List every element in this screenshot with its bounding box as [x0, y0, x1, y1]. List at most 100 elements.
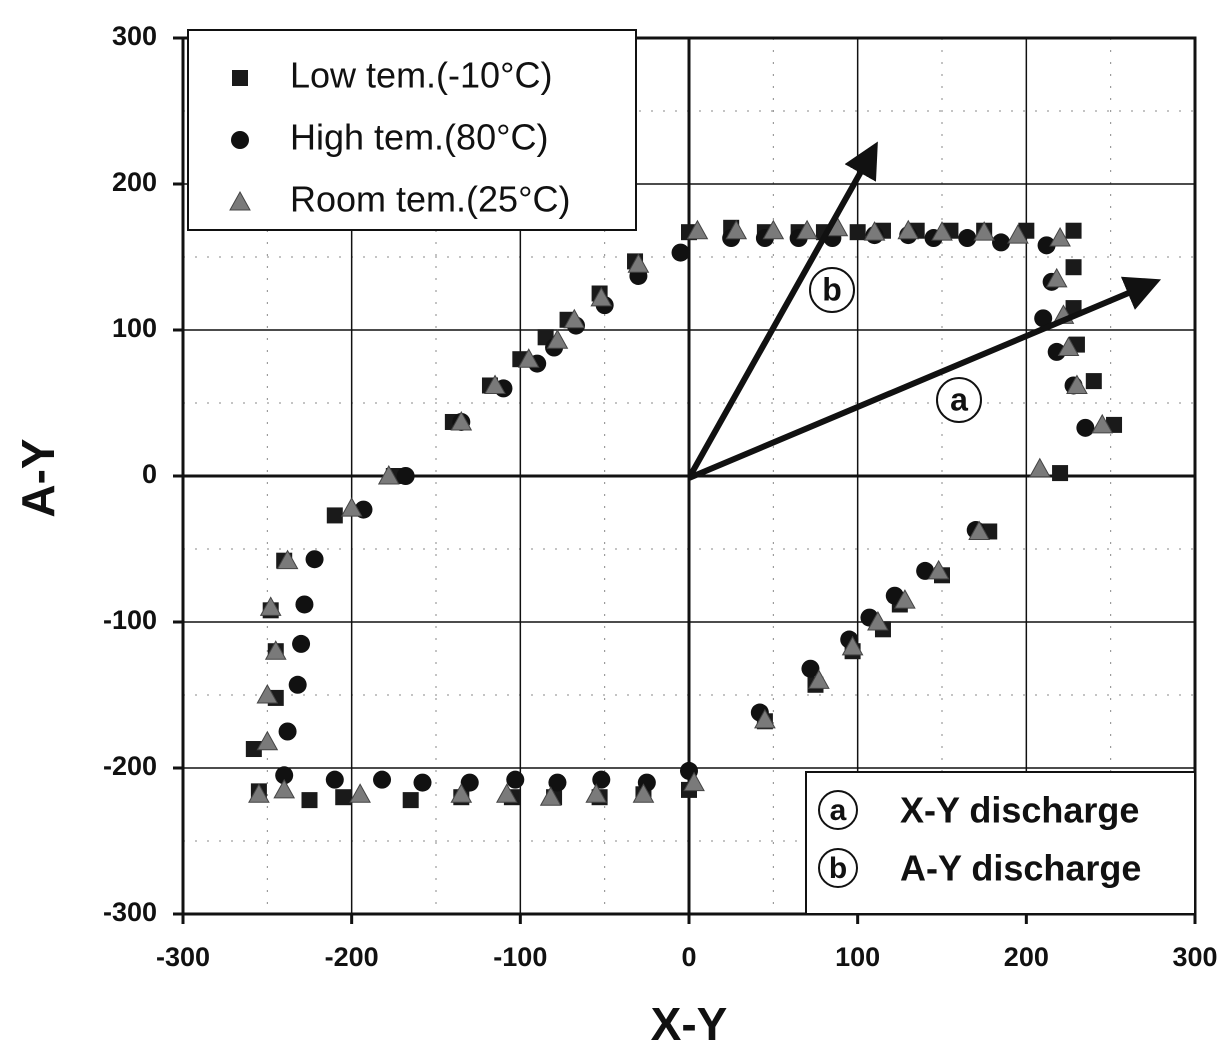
x-tick-label: -300: [156, 942, 210, 972]
point: [808, 669, 830, 689]
point: [992, 233, 1011, 252]
point: [863, 221, 886, 241]
point: [288, 675, 307, 694]
point: [264, 640, 287, 660]
point: [1057, 336, 1080, 357]
point: [897, 219, 920, 240]
key: a: [830, 794, 847, 827]
point: [1085, 373, 1102, 390]
y-tick-label: -100: [103, 605, 157, 635]
x-axis-label: X-Y: [651, 998, 728, 1050]
point: [1091, 413, 1114, 434]
point: [460, 773, 479, 792]
x-tick-label: 300: [1172, 942, 1217, 972]
point: [256, 683, 279, 704]
marks: [245, 216, 1123, 809]
point: [517, 348, 540, 368]
point: [506, 770, 525, 789]
y-tick-label: 300: [112, 21, 157, 51]
point: [973, 221, 996, 241]
point: [931, 221, 953, 241]
legend-marker: [229, 190, 251, 211]
point: [958, 229, 977, 248]
point: [1065, 222, 1082, 239]
arrow-a: [687, 276, 1162, 481]
x-tick-label: 100: [835, 942, 880, 972]
point: [968, 520, 990, 540]
y-tick-label: 100: [112, 313, 157, 343]
point: [916, 561, 935, 580]
annotation-circle: [809, 267, 855, 313]
y-tick-label: 200: [112, 167, 157, 197]
legend-label: Low tem.(-10°C): [290, 55, 552, 96]
point: [1052, 465, 1069, 482]
point: [396, 467, 415, 485]
point: [349, 783, 371, 803]
point: [627, 253, 650, 273]
point: [686, 219, 709, 240]
annotation-circle: [936, 377, 982, 423]
legend: Low tem.(-10°C) High tem.(80°C) Room tem.(…: [229, 55, 570, 220]
point: [1065, 259, 1082, 276]
legend-marker: [232, 70, 248, 86]
point: [725, 219, 748, 240]
point: [1045, 267, 1068, 288]
x-tick-label: -100: [493, 942, 547, 972]
point: [927, 559, 950, 580]
point: [632, 783, 655, 803]
legend-box: [187, 29, 637, 231]
point: [402, 792, 419, 809]
point: [841, 635, 864, 656]
point: [325, 770, 344, 789]
point: [1037, 236, 1056, 255]
point: [413, 773, 432, 792]
point: [450, 410, 473, 431]
point: [273, 778, 296, 799]
point: [894, 589, 916, 609]
point: [259, 596, 282, 616]
legend-label: Room tem.(25°C): [290, 179, 570, 220]
point: [1066, 374, 1088, 394]
point: [340, 497, 363, 517]
key: b: [829, 852, 847, 885]
point: [301, 792, 318, 809]
point: [484, 374, 506, 394]
discharge-label: A-Y discharge: [900, 848, 1141, 889]
x-tick-label: 0: [681, 942, 696, 972]
annotation: a: [950, 381, 968, 417]
point: [335, 789, 352, 806]
y-tick-label: -300: [103, 897, 157, 927]
discharge-label: X-Y discharge: [900, 790, 1139, 831]
point: [1034, 309, 1053, 328]
point: [849, 224, 866, 241]
discharge-legend-box: [805, 771, 1196, 915]
point: [801, 659, 820, 678]
point: [1047, 342, 1066, 361]
point: [754, 708, 776, 729]
point: [377, 464, 400, 485]
point: [278, 722, 297, 741]
annotation: b: [822, 271, 842, 307]
x-tick-label: 200: [1004, 942, 1049, 972]
point: [256, 730, 279, 751]
x-tick-label: -200: [325, 942, 379, 972]
point: [867, 610, 889, 631]
key-circle: [818, 848, 858, 888]
point: [305, 550, 324, 569]
point: [1007, 224, 1029, 244]
y-axis-label: A-Y: [12, 438, 64, 517]
point: [539, 786, 562, 806]
point: [373, 770, 392, 789]
point: [275, 766, 294, 785]
point: [295, 595, 314, 614]
point: [563, 308, 586, 329]
point: [495, 783, 518, 803]
point: [683, 771, 705, 792]
y-tick-label: 0: [142, 459, 157, 489]
key-circle: [818, 790, 858, 830]
point: [762, 219, 785, 240]
legend-marker: [231, 131, 249, 149]
legend-label: High tem.(80°C): [290, 117, 548, 158]
